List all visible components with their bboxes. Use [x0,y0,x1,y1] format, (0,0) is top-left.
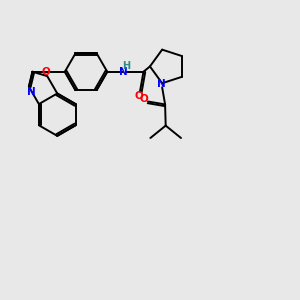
Text: N: N [157,79,166,89]
Text: N: N [27,87,35,97]
Text: N: N [119,67,128,77]
Text: O: O [41,67,50,77]
Text: O: O [140,94,148,104]
Text: H: H [122,61,130,71]
Text: O: O [134,92,143,101]
